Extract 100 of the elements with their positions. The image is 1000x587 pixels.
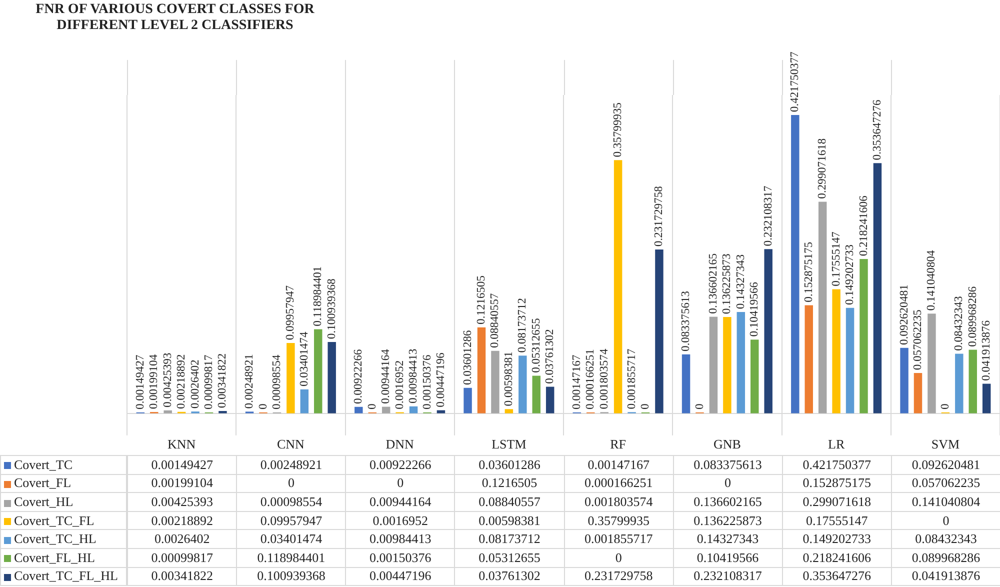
data-label: 0 [694, 403, 706, 410]
text: 0.041913876 [891, 567, 1000, 586]
text: 0 [346, 474, 455, 493]
bar [928, 314, 936, 414]
data-label: 0 [939, 403, 952, 410]
text: 0.05312655 [454, 548, 564, 568]
text: 0.141040804 [891, 492, 1000, 512]
x-tick-label: KNN [167, 436, 196, 452]
text: 0.03601286 [454, 456, 564, 474]
text: 0.35799935 [564, 511, 674, 530]
text: 0.10419566 [673, 548, 782, 568]
text: 0.08432343 [891, 530, 1000, 548]
data-label: 0.00218892 [176, 354, 188, 409]
data-label: 0.089968286 [966, 286, 979, 347]
bar [723, 317, 732, 414]
data-label: 0.10419566 [748, 282, 761, 337]
text: 0.231729758 [564, 567, 674, 586]
bar [968, 350, 977, 414]
data-label: 0.353647276 [871, 100, 884, 160]
text: 0.136225873 [673, 511, 782, 530]
bar [546, 386, 554, 414]
data-label: 0.00150376 [421, 354, 434, 410]
data-label: 0.17555147 [830, 231, 842, 286]
bar [846, 308, 854, 414]
data-label: 0.14327343 [734, 254, 747, 310]
text: 0.218241606 [782, 548, 892, 568]
bar [504, 409, 514, 414]
text: 0 [673, 474, 782, 493]
bar [354, 406, 363, 414]
bar [914, 373, 922, 414]
text: 0.03401474 [236, 530, 346, 548]
data-label: 0.00922266 [352, 349, 365, 404]
text: 0.0026402 [128, 530, 237, 548]
text: 0.001803574 [564, 492, 674, 512]
data-label: 0.001803574 [598, 348, 610, 410]
text: 0.08840557 [454, 492, 564, 512]
data-label: 0.00425393 [162, 352, 174, 408]
text: 0.00248921 [236, 456, 346, 474]
bar [982, 384, 991, 414]
bar [436, 410, 446, 414]
text: 0.00099817 [128, 548, 237, 568]
data-label: 0.08432343 [953, 296, 966, 351]
data-label: 0.00598381 [502, 351, 515, 406]
chart-title: FNR OF VARIOUS COVERT CLASSES FOR DIFFERENT LEVEL 2 CLASSIFIERS [34, 2, 316, 34]
text: 0.03761302 [454, 567, 564, 586]
data-label: 0.03761302 [544, 328, 556, 384]
data-label: 0.08840557 [489, 292, 502, 348]
data-label: 0.00147167 [570, 354, 583, 410]
data-label: 0.299071618 [816, 138, 829, 199]
text: 0.00218892 [128, 511, 237, 530]
data-label: 0 [640, 403, 652, 410]
text: 0.089968286 [891, 548, 1000, 568]
x-tick-label: LR [828, 436, 845, 452]
text: 0.100939368 [236, 567, 346, 586]
text: 0.00098554 [236, 492, 346, 512]
text: 0.149202733 [782, 530, 892, 548]
bar [832, 289, 840, 414]
data-label: 0.100939368 [326, 278, 338, 339]
bar [804, 305, 813, 414]
text: 0.232108317 [673, 567, 782, 586]
legend-label: Covert_FL_HL [0, 548, 126, 568]
text: 0.083375613 [673, 456, 782, 474]
text: 0.299071618 [782, 492, 892, 512]
legend-label: Covert_TC_FL_HL [0, 567, 126, 586]
bar [709, 316, 718, 414]
x-tick-label: DNN [386, 436, 415, 452]
text: 0.118984401 [236, 548, 346, 568]
bar [464, 388, 472, 414]
text: 0.1216505 [454, 474, 564, 493]
data-label: 0.001855717 [626, 348, 638, 410]
text: 0 [891, 511, 1000, 530]
bar [955, 354, 964, 414]
bar [614, 160, 622, 414]
text: 0.421750377 [782, 456, 892, 474]
text: 0.092620481 [891, 456, 1000, 474]
bar [900, 348, 908, 414]
data-label: 0 [257, 403, 270, 410]
legend-label: Covert_FL [0, 474, 126, 493]
bar [328, 342, 336, 414]
bar [682, 354, 690, 414]
data-label: 0.00447196 [434, 352, 447, 408]
bar [860, 258, 868, 414]
x-tick-label: GNB [713, 436, 742, 452]
legend-label: Covert_TC_HL [0, 530, 126, 548]
text: 0.00199104 [128, 474, 237, 493]
x-tick-label: CNN [276, 436, 306, 452]
text: 0.08173712 [454, 530, 564, 548]
text: 0.00922266 [346, 456, 455, 474]
data-label: 0.08173712 [516, 298, 529, 353]
text: 0.14327343 [673, 530, 782, 548]
x-tick-label: SVM [931, 436, 960, 452]
data-label: 0.00341822 [216, 353, 229, 408]
data-label: 0.00248921 [244, 354, 256, 409]
data-label: 0.0016952 [394, 360, 406, 410]
text: 0.00598381 [454, 511, 564, 530]
text: 0.00447196 [346, 567, 455, 586]
text: 0.136602165 [673, 492, 782, 512]
text: 0.0016952 [346, 511, 455, 530]
bar [477, 327, 486, 414]
bar [409, 406, 418, 414]
